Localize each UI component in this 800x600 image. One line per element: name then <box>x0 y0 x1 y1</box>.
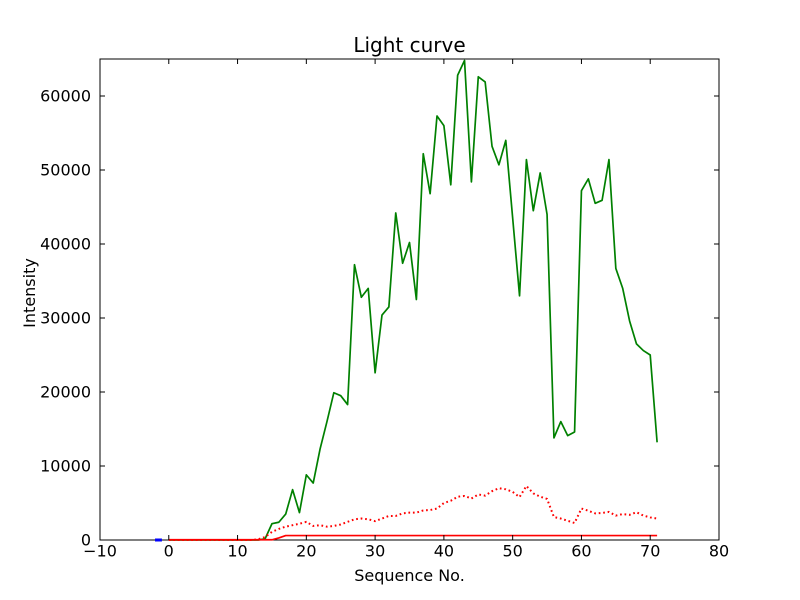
x-tick-label: 20 <box>296 542 316 561</box>
y-tick-label: 50000 <box>40 161 91 180</box>
x-tick-label: 0 <box>164 542 174 561</box>
x-tick-label: 10 <box>227 542 247 561</box>
x-tick-label: 70 <box>640 542 660 561</box>
x-tick-label: 50 <box>502 542 522 561</box>
y-tick-label: 60000 <box>40 87 91 106</box>
y-tick-label: 30000 <box>40 309 91 328</box>
x-tick-label: 40 <box>434 542 454 561</box>
axes-frame <box>99 58 720 541</box>
y-axis-label: Intensity <box>20 258 39 328</box>
x-tick-label: −10 <box>83 542 117 561</box>
y-tick-label: 20000 <box>40 383 91 402</box>
y-tick-label: 10000 <box>40 457 91 476</box>
x-tick-label: 30 <box>365 542 385 561</box>
x-tick-label: 80 <box>709 542 729 561</box>
baseline-red-solid <box>168 534 658 541</box>
y-tick-label: 0 <box>81 531 91 550</box>
x-tick-label: 60 <box>571 542 591 561</box>
chart-title: Light curve <box>353 33 465 57</box>
x-axis-label: Sequence No. <box>354 566 465 585</box>
y-tick-label: 40000 <box>40 235 91 254</box>
